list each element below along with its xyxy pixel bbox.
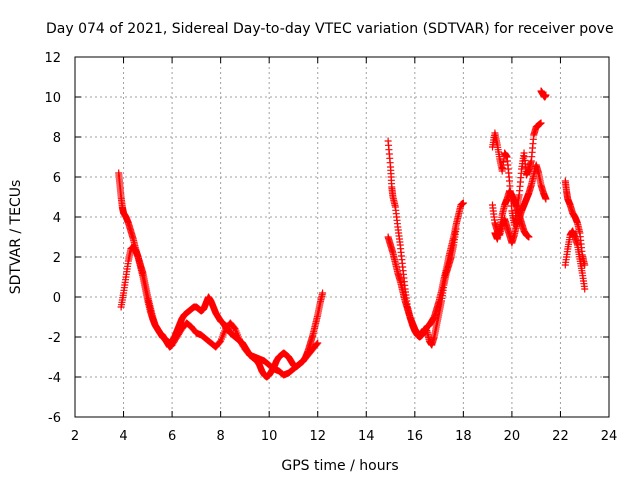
data-point bbox=[314, 339, 322, 347]
y-axis-label: SDTVAR / TECUs bbox=[8, 180, 24, 295]
y-tick-label: 8 bbox=[53, 131, 61, 146]
y-tick-label: 4 bbox=[53, 211, 61, 226]
data-point bbox=[542, 91, 550, 99]
y-tick-label: -2 bbox=[48, 331, 61, 346]
x-tick-label: 16 bbox=[407, 429, 424, 444]
series-pass4-lower bbox=[561, 227, 589, 293]
x-tick-label: 2 bbox=[71, 429, 79, 444]
y-tick-label: 0 bbox=[53, 291, 61, 306]
data-point bbox=[319, 289, 327, 297]
x-tick-label: 24 bbox=[601, 429, 618, 444]
data-point bbox=[313, 340, 321, 348]
plot-frame bbox=[74, 56, 610, 418]
y-tick-label: -6 bbox=[48, 411, 61, 426]
x-tick-label: 18 bbox=[455, 429, 472, 444]
data-point bbox=[525, 233, 533, 241]
data-point bbox=[581, 261, 589, 269]
x-axis-label: GPS time / hours bbox=[281, 458, 398, 474]
series-pass1-lower bbox=[117, 243, 322, 379]
data-point bbox=[230, 324, 238, 332]
x-tick-label: 14 bbox=[358, 429, 375, 444]
data-point bbox=[452, 225, 460, 233]
x-tick-label: 10 bbox=[261, 429, 278, 444]
x-tick-label: 20 bbox=[504, 429, 521, 444]
data-point bbox=[581, 285, 589, 293]
data-point bbox=[459, 199, 467, 207]
y-tick-label: 2 bbox=[53, 251, 61, 266]
y-tick-label: -4 bbox=[48, 371, 61, 386]
x-tick-label: 6 bbox=[168, 429, 176, 444]
series-pass3-peak bbox=[537, 87, 550, 101]
data-points bbox=[115, 87, 589, 381]
x-tick-label: 4 bbox=[119, 429, 127, 444]
x-tick-label: 12 bbox=[309, 429, 326, 444]
y-tick-label: 6 bbox=[53, 171, 61, 186]
series-pass4 bbox=[561, 177, 589, 269]
series-pass2-lower bbox=[384, 225, 460, 349]
x-tick-label: 22 bbox=[552, 429, 569, 444]
y-tick-label: 12 bbox=[44, 51, 61, 66]
data-point bbox=[216, 338, 224, 346]
series-pass3-mid bbox=[491, 187, 533, 243]
y-tick-label: 10 bbox=[44, 91, 61, 106]
x-tick-label: 8 bbox=[216, 429, 224, 444]
chart-title: Day 074 of 2021, Sidereal Day-to-day VTE… bbox=[46, 21, 614, 37]
data-point bbox=[542, 195, 550, 203]
data-point bbox=[537, 119, 545, 127]
